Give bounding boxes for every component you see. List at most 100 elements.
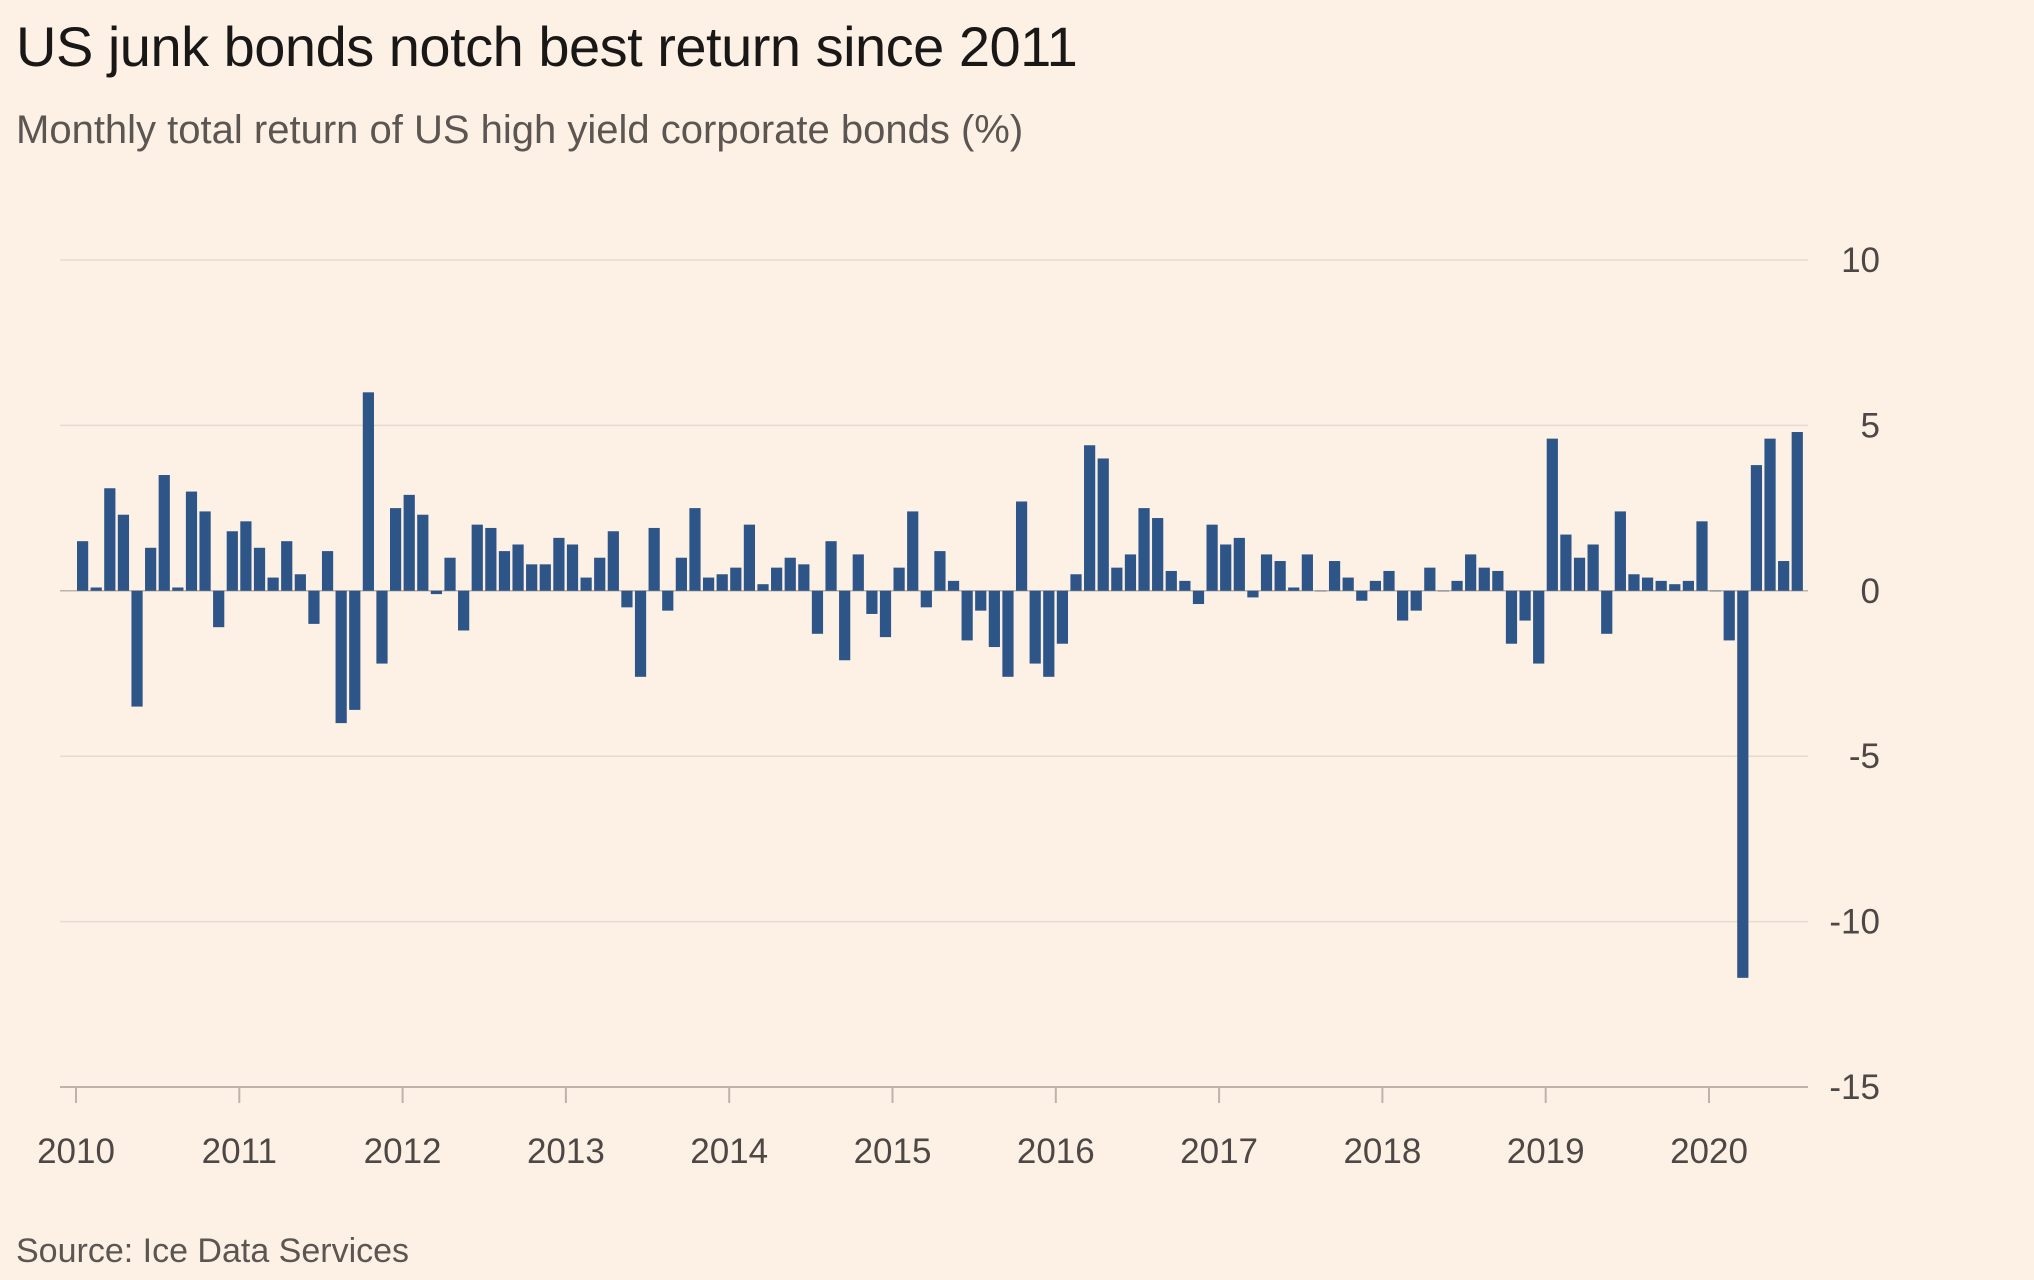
bar	[1546, 438, 1558, 591]
bar	[1519, 590, 1531, 621]
bar	[621, 590, 633, 608]
bar	[689, 508, 701, 591]
bar	[784, 557, 796, 591]
bar	[131, 590, 143, 707]
gridlines	[60, 259, 1808, 1088]
bar	[1097, 458, 1109, 591]
bar	[1397, 590, 1409, 621]
bar	[1737, 590, 1749, 978]
bar	[1111, 567, 1123, 591]
x-tick-label: 2019	[1507, 1132, 1585, 1171]
bar	[852, 554, 864, 591]
x-tick-label: 2015	[854, 1132, 932, 1171]
bar	[77, 541, 89, 591]
bar	[158, 475, 170, 591]
x-tick-label: 2017	[1180, 1132, 1258, 1171]
bar	[1328, 561, 1341, 591]
bar	[907, 511, 919, 591]
bar	[349, 590, 361, 710]
bar	[1165, 570, 1177, 591]
bar	[1247, 590, 1259, 598]
bar	[1179, 580, 1191, 591]
y-axis: 10 5 0 -5 -10 -15	[1829, 241, 1880, 1107]
bar	[1288, 587, 1300, 591]
bar	[879, 590, 892, 638]
bar	[172, 587, 184, 591]
bar	[281, 541, 293, 591]
bar	[267, 577, 279, 591]
bar	[498, 551, 511, 591]
bar	[308, 590, 320, 624]
bar	[90, 587, 102, 591]
bar	[594, 557, 606, 591]
bar	[1573, 557, 1586, 591]
bar	[1628, 574, 1640, 591]
bar	[1192, 590, 1205, 605]
bar	[743, 524, 756, 591]
bar	[512, 544, 524, 591]
bar	[1084, 445, 1096, 591]
bar	[1478, 567, 1490, 591]
bar	[1641, 577, 1654, 591]
x-tick-label: 2016	[1017, 1132, 1095, 1171]
x-tick-label: 2018	[1343, 1132, 1421, 1171]
bar	[1043, 590, 1055, 677]
bar	[730, 567, 742, 591]
bar	[335, 590, 347, 724]
bar	[485, 527, 497, 591]
bar	[444, 557, 456, 591]
bar	[1124, 554, 1137, 591]
bar	[1383, 570, 1395, 591]
bar	[253, 547, 266, 591]
bar	[294, 574, 306, 591]
bar	[389, 508, 402, 591]
bar	[1655, 580, 1667, 591]
bar	[675, 557, 687, 591]
bar	[1369, 580, 1381, 591]
bar	[539, 564, 551, 591]
bar	[1070, 574, 1082, 591]
bar	[553, 537, 565, 591]
source-note: Source: Ice Data Services	[16, 1232, 410, 1270]
bar	[1710, 590, 1722, 592]
bar	[975, 590, 987, 611]
bar	[185, 491, 198, 591]
bar	[648, 527, 660, 591]
y-tick-label: -15	[1829, 1068, 1880, 1107]
bar	[580, 577, 592, 591]
bar	[1560, 534, 1572, 591]
bar	[526, 564, 538, 591]
bar	[104, 488, 116, 591]
bar	[199, 511, 211, 591]
bar	[362, 392, 374, 591]
x-tick-label: 2012	[364, 1132, 442, 1171]
chart-subtitle: Monthly total return of US high yield co…	[16, 108, 1024, 152]
bar	[417, 514, 429, 591]
bar	[226, 531, 238, 591]
y-tick-label: 0	[1861, 572, 1880, 611]
bar	[961, 590, 973, 641]
bar	[1682, 580, 1694, 591]
bar	[213, 590, 225, 628]
bar	[1492, 570, 1504, 591]
bar	[1723, 590, 1735, 641]
bar	[1505, 590, 1518, 644]
bar	[716, 574, 728, 591]
chart-title: US junk bonds notch best return since 20…	[16, 15, 1078, 78]
bar	[798, 564, 810, 591]
bar	[1410, 590, 1422, 611]
bar	[1465, 554, 1477, 591]
bar	[321, 551, 334, 591]
bar	[811, 590, 824, 634]
y-tick-label: 5	[1861, 406, 1880, 445]
bar	[607, 531, 619, 591]
bar	[1220, 544, 1232, 591]
bar	[1669, 584, 1681, 591]
y-tick-label: 10	[1841, 241, 1880, 280]
bar	[1138, 508, 1150, 591]
bar	[1451, 580, 1463, 591]
bar	[1152, 518, 1164, 591]
bar	[1750, 465, 1763, 591]
x-tick-label: 2020	[1670, 1132, 1748, 1171]
bar	[430, 590, 443, 595]
